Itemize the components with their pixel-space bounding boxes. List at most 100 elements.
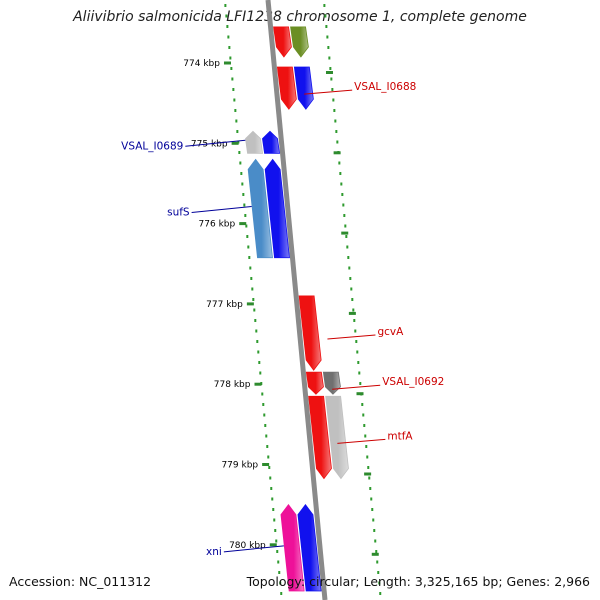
gc-dot: [374, 539, 377, 543]
gc-dot: [324, 14, 327, 18]
gc-dot: [262, 403, 265, 406]
gc-dot: [269, 476, 272, 480]
gc-dot: [268, 466, 271, 469]
gc-dot: [355, 340, 358, 343]
gene-arrow[interactable]: [308, 395, 332, 480]
gene-arrow[interactable]: [280, 503, 305, 592]
gc-dot: [359, 382, 362, 385]
gc-dot: [330, 77, 333, 81]
gene-arrow[interactable]: [297, 503, 322, 592]
gene-arrow[interactable]: [298, 295, 322, 371]
gc-dot: [341, 193, 344, 196]
gc-dot: [344, 224, 347, 228]
gc-dot: [366, 455, 369, 459]
gc-dot: [348, 266, 351, 270]
gc-dot: [345, 235, 348, 238]
gc-dot: [249, 266, 252, 270]
gc-dot: [257, 350, 260, 354]
gc-dot: [270, 487, 273, 490]
gc-dot: [372, 518, 375, 522]
gc-dot: [368, 476, 371, 480]
tick-label: 774 kbp: [183, 59, 220, 69]
map-title: Aliivibrio salmonicida LFI1238 chromosom…: [73, 9, 527, 25]
gc-dot: [371, 508, 374, 511]
gc-dot: [251, 287, 254, 291]
gc-dot: [263, 413, 266, 417]
gc-dot: [349, 277, 352, 280]
gc-dot: [358, 371, 361, 375]
gene-label: gcvA: [377, 326, 404, 338]
gene-arrow[interactable]: [293, 66, 314, 110]
gc-dot: [242, 193, 245, 196]
gc-dot: [334, 119, 337, 123]
gc-dot: [338, 161, 341, 165]
gc-dot: [234, 109, 237, 112]
gene-arrow[interactable]: [262, 130, 281, 154]
topology-text: Topology: circular; Length: 3,325,165 bp…: [246, 574, 590, 589]
tick-label: 776 kbp: [199, 220, 236, 230]
gc-dot: [326, 35, 329, 39]
gc-dot: [343, 214, 346, 217]
gc-dot: [354, 329, 357, 333]
gene-label-leader: [304, 89, 353, 95]
gc-dot: [370, 497, 373, 501]
gene-label-leader: [327, 334, 376, 340]
tick-mark: [254, 382, 262, 386]
gc-dot: [279, 581, 282, 585]
gc-dot: [373, 529, 376, 532]
gc-dot: [228, 46, 231, 49]
tick-mark-minor: [348, 311, 356, 315]
gc-dot: [335, 130, 338, 133]
gc-dot: [272, 508, 275, 511]
gene-arrow[interactable]: [305, 371, 324, 395]
gc-dot: [241, 182, 244, 186]
gene-label-leader: [337, 438, 386, 444]
gc-dot: [243, 203, 246, 207]
gc-dot: [323, 4, 326, 7]
gc-dot: [256, 340, 259, 343]
gc-dot: [229, 56, 232, 60]
gc-dot: [327, 46, 330, 49]
tick-label: 777 kbp: [206, 300, 243, 310]
gc-dot: [361, 403, 364, 406]
tick-mark: [223, 61, 231, 65]
gene-arrow[interactable]: [245, 130, 264, 154]
gc-dot: [346, 245, 349, 249]
gc-dot: [340, 182, 343, 186]
gc-dot: [266, 445, 269, 448]
gc-dot: [235, 119, 238, 123]
tick-mark-minor: [364, 472, 372, 476]
gc-dot: [247, 245, 250, 249]
gc-dot: [245, 224, 248, 228]
gene-arrow[interactable]: [325, 395, 349, 480]
gc-dot: [336, 140, 339, 144]
gc-dot: [231, 77, 234, 81]
gene-arrow[interactable]: [290, 26, 309, 58]
gc-dot: [377, 571, 380, 574]
gene-arrow[interactable]: [322, 371, 341, 395]
tick-mark-minor: [333, 151, 341, 155]
gene-label: VSAL_I0689: [121, 140, 183, 152]
gc-dot: [275, 539, 278, 543]
gc-dot: [230, 67, 233, 70]
gc-dot: [325, 25, 328, 28]
gene-arrow[interactable]: [273, 26, 292, 58]
gc-dot: [246, 235, 249, 238]
gene-arrow[interactable]: [247, 158, 273, 259]
gc-dot: [276, 550, 279, 553]
gc-dot: [347, 256, 350, 259]
gene-label: VSAL_I0688: [354, 81, 416, 93]
gc-dot: [233, 98, 236, 102]
gc-dot: [365, 445, 368, 448]
gc-dot: [254, 319, 257, 322]
gc-dot: [369, 487, 372, 490]
gene-features[interactable]: [245, 26, 349, 592]
gc-dot: [255, 329, 258, 333]
gene-label: sufS: [167, 207, 190, 219]
gc-dot: [227, 35, 230, 39]
gene-arrow[interactable]: [276, 66, 297, 110]
gc-dot: [364, 434, 367, 438]
gene-arrow[interactable]: [264, 158, 290, 259]
gc-dot: [271, 497, 274, 501]
